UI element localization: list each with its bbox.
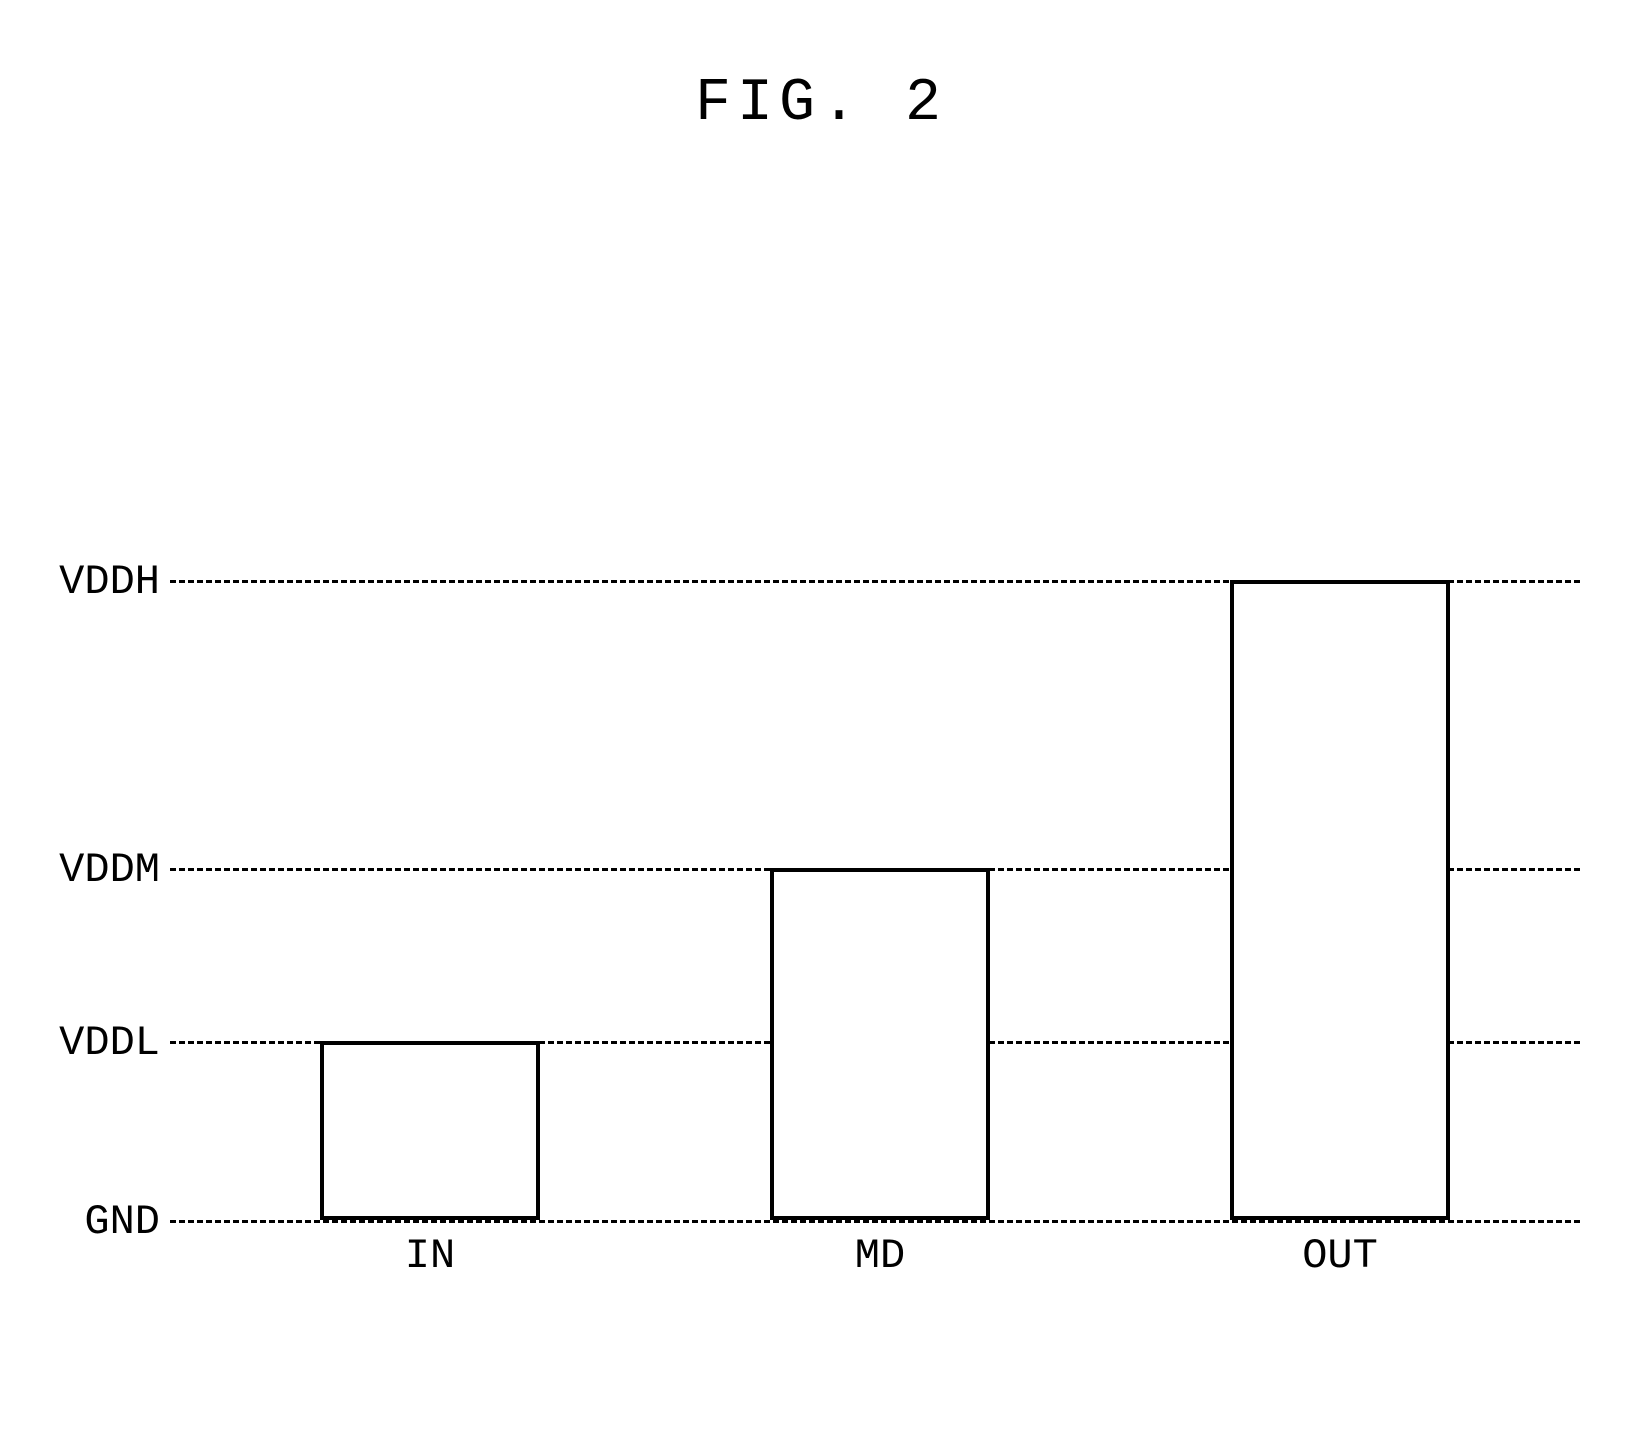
figure-title: FIG. 2 (695, 70, 947, 138)
x-label-in: IN (320, 1232, 540, 1280)
y-label-gnd: GND (40, 1198, 160, 1246)
plot-area: VDDH VDDM VDDL GND IN MD OUT (60, 580, 1580, 1280)
x-label-md: MD (770, 1232, 990, 1280)
bar-in (320, 1041, 540, 1220)
figure-container: FIG. 2 VDDH VDDM VDDL GND IN MD OUT (0, 0, 1642, 1455)
bar-out (1230, 580, 1450, 1220)
y-label-vddm: VDDM (40, 846, 160, 894)
y-label-vddh: VDDH (40, 558, 160, 606)
gridline-gnd (170, 1220, 1580, 1223)
x-label-out: OUT (1230, 1232, 1450, 1280)
bar-md (770, 868, 990, 1220)
y-label-vddl: VDDL (40, 1019, 160, 1067)
